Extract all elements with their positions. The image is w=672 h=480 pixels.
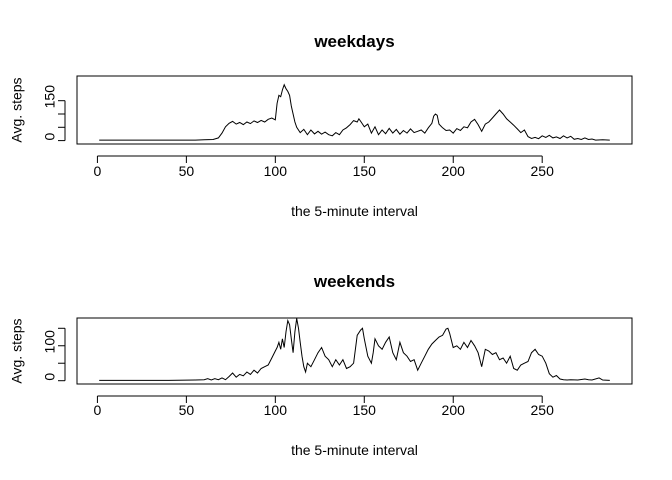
y-tick-label: 0 — [42, 373, 58, 381]
x-tick-label: 0 — [94, 402, 102, 418]
x-tick-label: 50 — [179, 402, 195, 418]
chart-title: weekdays — [313, 32, 394, 51]
y-tick-label: 150 — [42, 85, 58, 109]
x-tick-label: 150 — [353, 163, 377, 179]
x-tick-label: 100 — [264, 163, 288, 179]
x-tick-label: 200 — [442, 402, 466, 418]
y-tick-label: 100 — [42, 330, 58, 354]
y-axis-label: Avg. steps — [9, 318, 25, 383]
series-line — [99, 318, 610, 381]
plot-frame — [76, 317, 633, 385]
x-axis-label: the 5-minute interval — [291, 442, 418, 458]
y-axis-label: Avg. steps — [9, 77, 25, 142]
x-tick-label: 250 — [531, 402, 555, 418]
x-axis-label: the 5-minute interval — [291, 203, 418, 219]
y-tick-label: 0 — [42, 132, 58, 140]
x-tick-label: 50 — [179, 163, 195, 179]
series-line — [99, 83, 610, 141]
x-tick-label: 150 — [353, 402, 377, 418]
x-tick-label: 250 — [531, 163, 555, 179]
chart-title: weekends — [313, 272, 395, 291]
x-tick-label: 100 — [264, 402, 288, 418]
x-tick-label: 200 — [442, 163, 466, 179]
x-tick-label: 0 — [94, 163, 102, 179]
plot-frame — [76, 75, 633, 145]
